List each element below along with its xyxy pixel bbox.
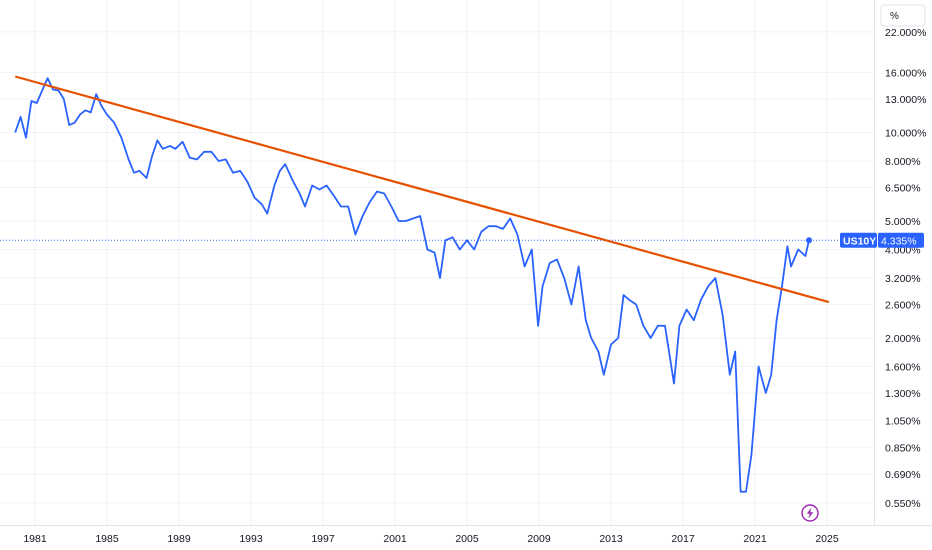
x-tick-label: 2001 bbox=[383, 533, 407, 545]
x-tick-label: 2013 bbox=[599, 533, 623, 545]
y-tick-label: 5.000% bbox=[885, 216, 921, 228]
x-tick-label: 2021 bbox=[743, 533, 767, 545]
y-tick-label: 1.300% bbox=[885, 388, 921, 400]
y-tick-label: 0.690% bbox=[885, 469, 921, 481]
y-tick-label: 16.000% bbox=[885, 67, 926, 79]
time-axis[interactable]: 1981 1985 1989 1993 1997 2001 2005 2009 2013 2017… bbox=[23, 533, 839, 545]
y-tick-label: 1.050% bbox=[885, 415, 921, 427]
series-us10y-line bbox=[14, 77, 810, 493]
y-tick-label: 1.600% bbox=[885, 361, 921, 373]
lightning-icon[interactable] bbox=[801, 504, 819, 522]
scale-mode-button[interactable] bbox=[880, 4, 926, 27]
x-tick-label: 2017 bbox=[671, 533, 695, 545]
trendline[interactable] bbox=[14, 75, 830, 304]
x-tick-label: 1993 bbox=[239, 533, 263, 545]
symbol-label: US10Y bbox=[843, 235, 876, 247]
y-tick-label: 6.500% bbox=[885, 182, 921, 194]
x-tick-label: 2005 bbox=[455, 533, 479, 545]
x-tick-label: 1981 bbox=[23, 533, 47, 545]
x-tick-label: 2025 bbox=[815, 533, 839, 545]
y-tick-label: 13.000% bbox=[885, 94, 926, 106]
series-layer bbox=[0, 75, 874, 493]
x-tick-label: 1985 bbox=[95, 533, 119, 545]
y-tick-label: 22.000% bbox=[885, 27, 926, 39]
last-point-marker bbox=[806, 237, 812, 244]
y-tick-label: 10.000% bbox=[885, 127, 926, 139]
y-tick-label: 2.000% bbox=[885, 333, 921, 345]
x-tick-label: 1997 bbox=[311, 533, 335, 545]
y-tick-label: 0.550% bbox=[885, 498, 921, 510]
last-value-label: 4.335% bbox=[881, 235, 917, 247]
price-axis[interactable]: 22.000% 16.000% 13.000% 10.000% 8.000% 6.500%… bbox=[885, 27, 926, 510]
scale-mode-label: % bbox=[890, 11, 899, 22]
y-tick-label: 2.600% bbox=[885, 299, 921, 311]
last-value-tag: US10Y 4.335% bbox=[840, 232, 924, 248]
y-tick-label: 8.000% bbox=[885, 156, 921, 168]
x-tick-label: 2009 bbox=[527, 533, 551, 545]
y-tick-label: 0.850% bbox=[885, 442, 921, 454]
y-tick-label: 3.200% bbox=[885, 273, 921, 285]
x-tick-label: 1989 bbox=[167, 533, 191, 545]
